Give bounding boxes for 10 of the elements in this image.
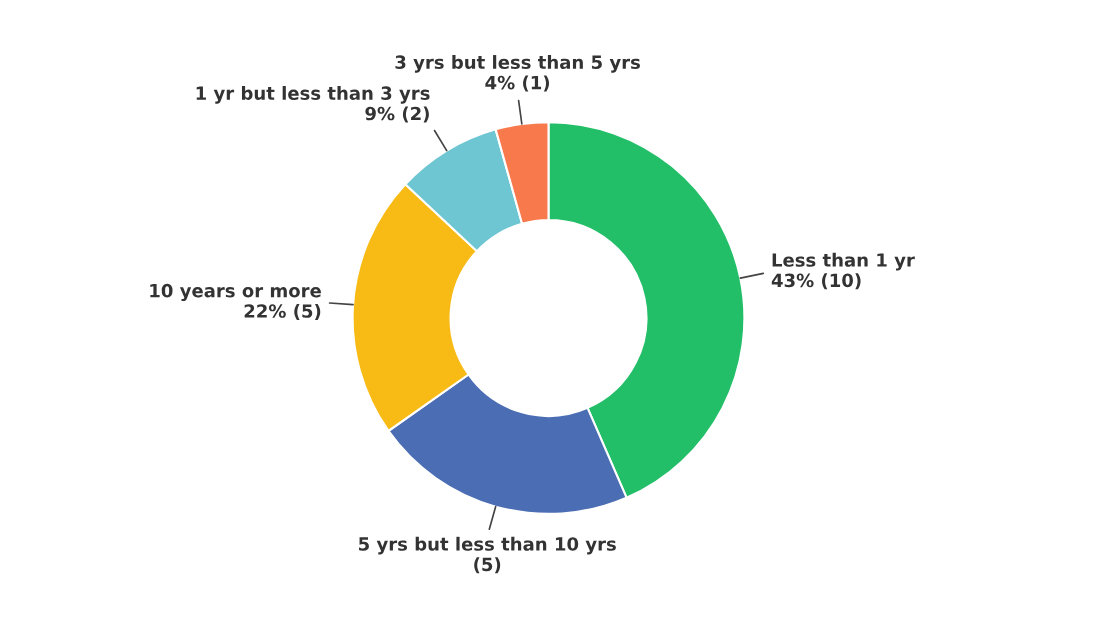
data-label: 22% (5) [244,303,321,320]
slice-label: 10 years or more [150,283,321,302]
data-label: 4% (1) [485,75,550,92]
slice-label: 1 yr but less than 3 yrs [196,86,430,104]
slice-label: Less than 1 yr [772,252,915,271]
data-label: 43% (10) [771,273,861,290]
data-label: 9% (2) [365,106,429,123]
data-label: (5) [474,557,501,574]
slice-label: 5 yrs but less than 10 yrs [359,536,616,555]
slice-label: 3 yrs but less than 5 yrs [395,55,640,73]
